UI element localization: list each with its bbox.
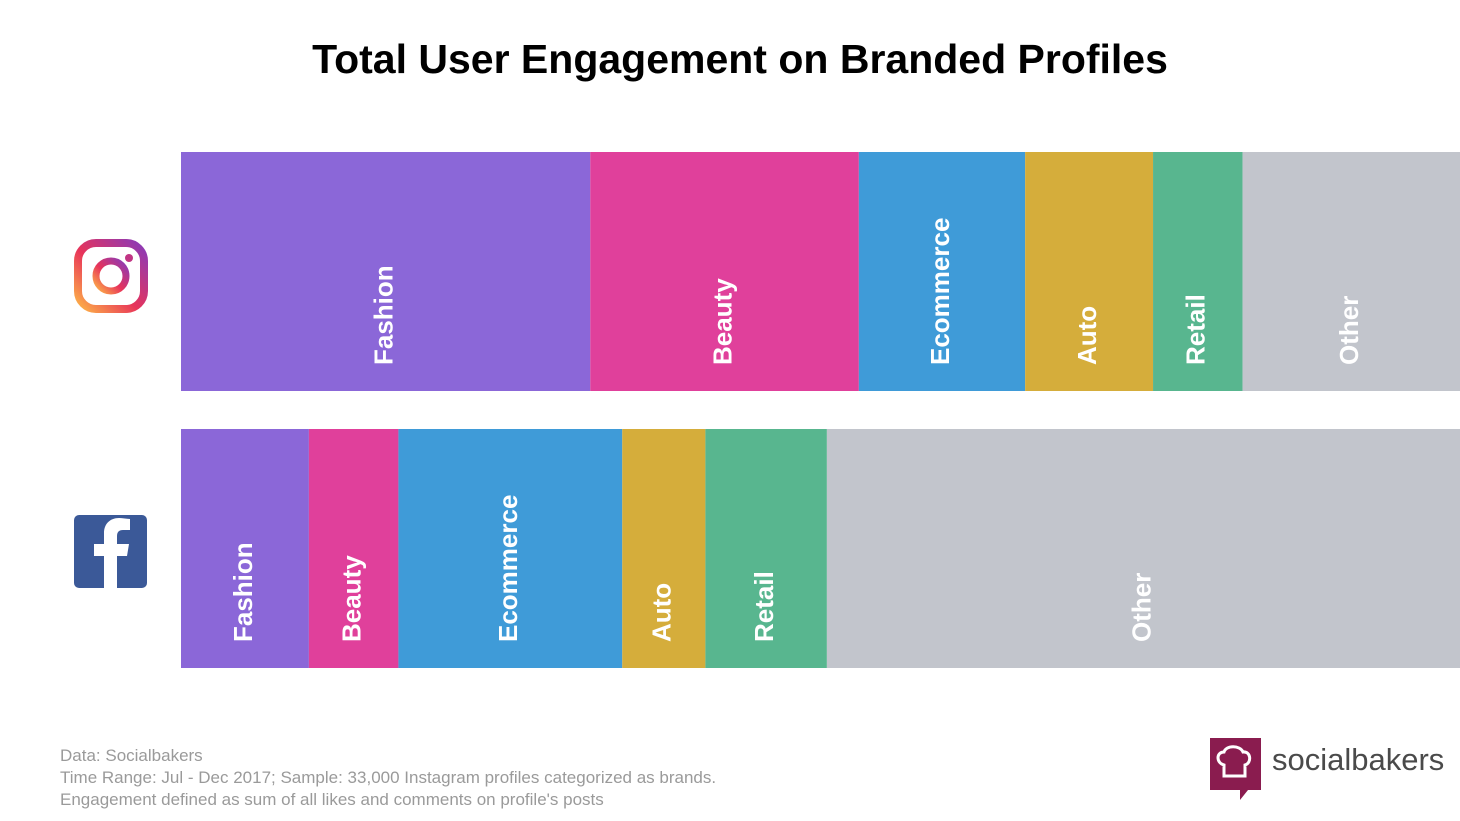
bar-segment (826, 429, 1460, 668)
footnote: Engagement defined as sum of all likes a… (60, 790, 604, 809)
bar-segment (622, 429, 706, 668)
bar-segment (181, 152, 591, 391)
footnotes: Data: Socialbakers Time Range: Jul - Dec… (60, 746, 716, 809)
bars: Fashion Beauty Ecommerce Auto Retail Other Fas… (181, 152, 1460, 668)
bar-segment (181, 429, 309, 668)
bar-segment (1025, 152, 1154, 391)
bar-segment (1153, 152, 1243, 391)
segment-label: Other (1126, 573, 1156, 642)
bar-segment (858, 152, 1026, 391)
segment-label: Auto (647, 583, 677, 642)
segment-label: Beauty (707, 278, 737, 365)
brand-name: socialbakers (1272, 742, 1444, 777)
segment-label: Ecommerce (925, 218, 955, 365)
bar-segment (308, 429, 399, 668)
bar-segment (590, 152, 859, 391)
segment-label: Retail (1181, 294, 1211, 365)
bar-segment (1242, 152, 1460, 391)
bar-segment (705, 429, 827, 668)
instagram-icon (74, 239, 148, 313)
chart-title: Total User Engagement on Branded Profile… (312, 36, 1168, 82)
bar-segment (398, 429, 623, 668)
brand-logo: socialbakers (1210, 738, 1444, 800)
segment-label: Ecommerce (493, 495, 523, 642)
facebook-icon (74, 515, 147, 588)
footnote: Data: Socialbakers (60, 746, 203, 765)
footnote: Time Range: Jul - Dec 2017; Sample: 33,0… (60, 768, 716, 787)
segment-label: Fashion (369, 265, 399, 365)
segment-label: Beauty (337, 555, 367, 642)
segment-label: Fashion (228, 542, 258, 642)
segment-label: Auto (1072, 306, 1102, 365)
segment-label: Other (1334, 296, 1364, 365)
segment-label: Retail (749, 571, 779, 642)
